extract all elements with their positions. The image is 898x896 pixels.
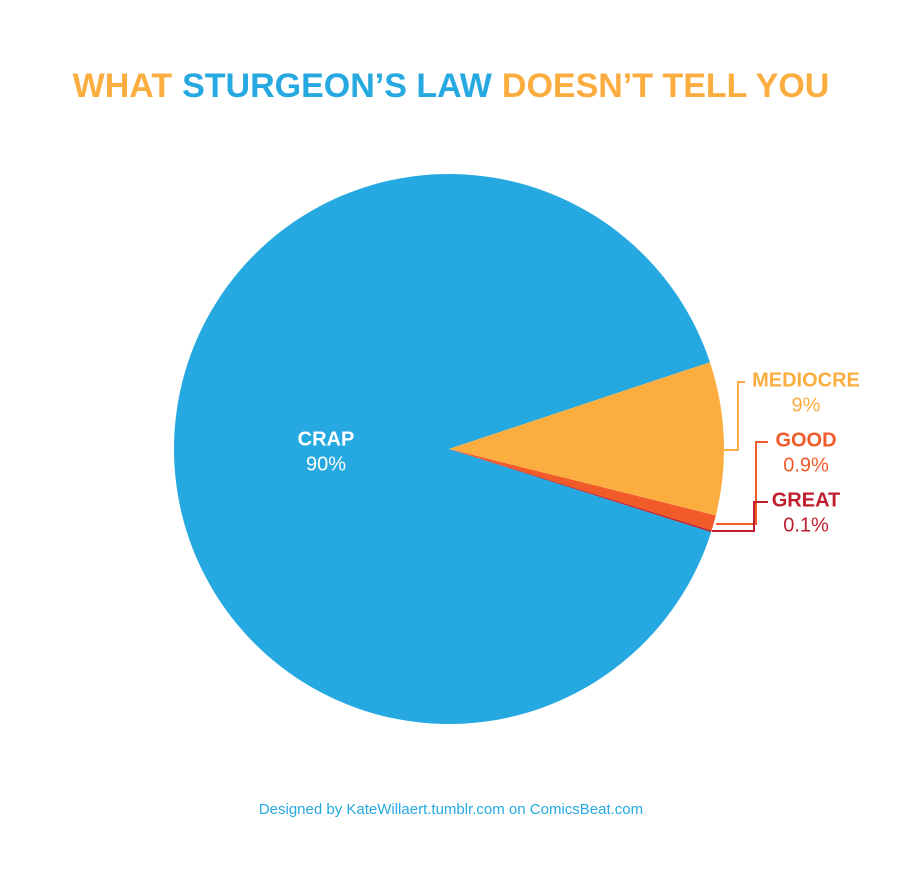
pie-slice xyxy=(449,449,716,531)
value-label: 0.9% xyxy=(783,454,829,476)
slice-label: CRAP xyxy=(298,428,355,450)
slice-label: GOOD xyxy=(775,429,836,451)
value-label: 90% xyxy=(306,453,346,475)
leader-line xyxy=(712,501,768,532)
value-label: 9% xyxy=(792,394,821,416)
slice-label: GREAT xyxy=(772,489,841,511)
pie-slice xyxy=(449,449,712,533)
pie-slice xyxy=(449,362,724,516)
chart-title: WHAT STURGEON’S LAW DOESN’T TELL YOU xyxy=(73,67,830,105)
credit: Designed by KateWillaert.tumblr.com on C… xyxy=(259,801,643,818)
slice-label: MEDIOCRE xyxy=(752,369,860,391)
leader-line xyxy=(722,381,745,451)
title-part: STURGEON’S LAW xyxy=(182,67,493,105)
pie-slice xyxy=(174,174,712,724)
title-part: DOESN’T TELL YOU xyxy=(502,67,829,105)
pie: CRAP 90% MEDIOCRE 9% GOOD 0.9% GREAT 0.1% xyxy=(174,174,860,724)
title-part: WHAT xyxy=(73,67,173,105)
leader-line xyxy=(716,441,768,525)
value-label: 0.1% xyxy=(783,514,829,536)
